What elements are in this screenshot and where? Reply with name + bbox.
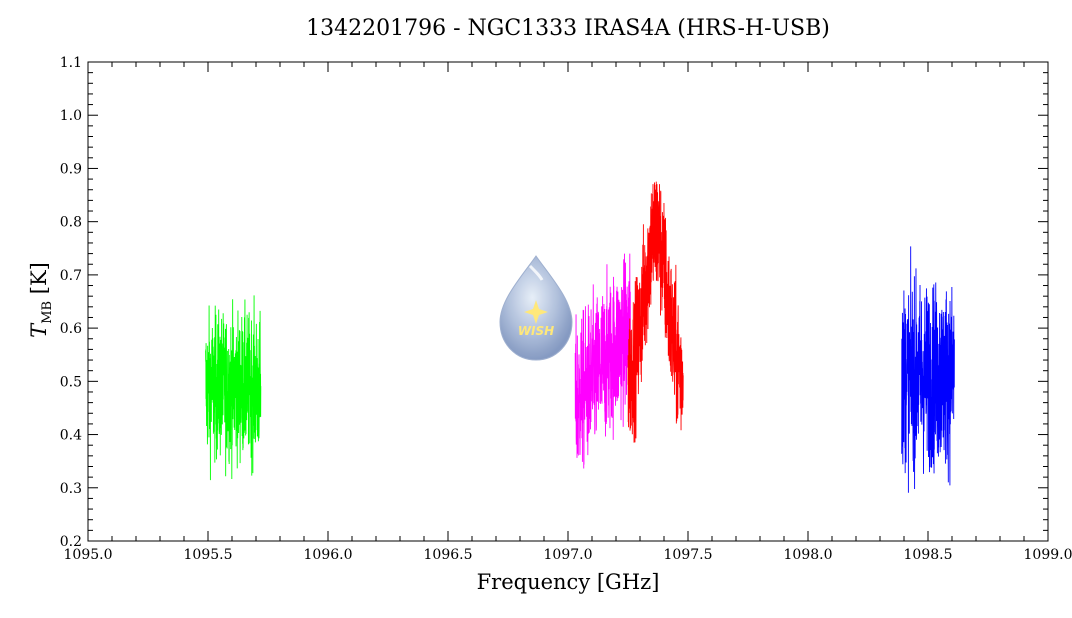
series-line-3 <box>627 181 684 443</box>
x-tick-label: 1098.0 <box>784 547 833 563</box>
y-tick-label: 0.2 <box>60 534 82 550</box>
y-axis-label-sub: MB <box>40 301 55 324</box>
y-tick-label: 0.5 <box>60 374 82 390</box>
x-tick-label: 1096.5 <box>424 547 473 563</box>
y-tick-label: 0.7 <box>60 268 82 284</box>
series-line-1 <box>205 295 262 481</box>
x-tick-label: 1099.0 <box>1024 547 1072 563</box>
x-tick-label: 1095.5 <box>184 547 233 563</box>
y-tick-label: 1.0 <box>60 108 82 124</box>
y-tick-label: 0.6 <box>60 321 82 337</box>
y-axis-label-unit: [K] <box>27 262 51 301</box>
x-tick-label: 1095.0 <box>64 547 113 563</box>
wish-logo: WISH <box>499 255 573 361</box>
y-tick-label: 0.3 <box>60 481 82 497</box>
series-layer <box>205 181 955 493</box>
series-line-4 <box>901 246 955 493</box>
series-line-2 <box>574 253 631 469</box>
x-axis-label: Frequency [GHz] <box>477 570 660 594</box>
y-tick-label: 0.4 <box>60 428 82 444</box>
x-tick-label: 1097.5 <box>664 547 713 563</box>
chart-title: 1342201796 - NGC1333 IRAS4A (HRS-H-USB) <box>306 16 830 41</box>
x-tick-label: 1098.5 <box>904 547 953 563</box>
y-axis-label-main: T <box>27 322 51 338</box>
logo-text: WISH <box>518 324 554 338</box>
y-tick-label: 0.8 <box>60 215 82 231</box>
ticks-layer: 1095.0 1095.5 1096.0 1096.5 1097.0 1097.5 1098… <box>60 55 1072 563</box>
y-tick-label: 1.1 <box>60 55 82 71</box>
star-icon <box>524 300 548 324</box>
y-axis-label: TMB [K] <box>27 262 55 338</box>
x-tick-label: 1096.0 <box>304 547 353 563</box>
y-tick-label: 0.9 <box>60 161 82 177</box>
svg-text:TMB [K]: TMB [K] <box>27 262 55 338</box>
x-tick-label: 1097.0 <box>544 547 593 563</box>
